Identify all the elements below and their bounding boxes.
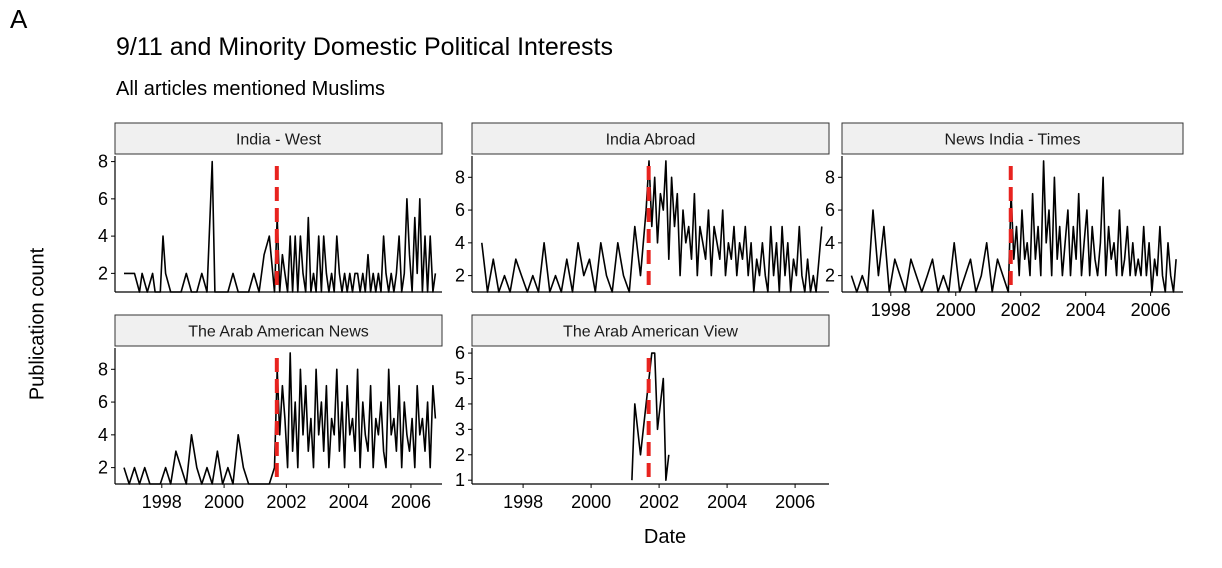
- y-tick-label: 2: [825, 266, 835, 286]
- y-tick-label: 8: [825, 167, 835, 187]
- facet-strip-label: News India - Times: [944, 132, 1080, 149]
- facet-panel: News India - Times 2 4 6 8 1998 2000 2002 2004 20…: [825, 122, 1184, 320]
- y-tick-label: 6: [455, 200, 465, 220]
- y-tick-label: 6: [98, 189, 108, 209]
- facet-strip-label: India - West: [236, 132, 322, 149]
- y-tick-label: 6: [455, 343, 465, 363]
- series-line: [850, 160, 1177, 293]
- y-tick-label: 6: [98, 392, 108, 412]
- facet-strip-label: The Arab American News: [188, 324, 369, 341]
- facet-panel: The Arab American View 1 2 3 4 5 6 1998 2000 2002…: [455, 314, 830, 512]
- y-tick-label: 2: [455, 266, 465, 286]
- x-tick-label: 2004: [707, 492, 747, 512]
- series-line: [123, 352, 437, 485]
- y-tick-label: 3: [455, 419, 465, 439]
- series-line: [481, 160, 823, 293]
- x-tick-label: 2002: [266, 492, 306, 512]
- facet-strip: [114, 314, 443, 347]
- y-tick-label: 4: [98, 425, 108, 445]
- y-tick-label: 8: [455, 167, 465, 187]
- y-tick-label: 2: [98, 458, 108, 478]
- x-tick-label: 1998: [503, 492, 543, 512]
- facet-panel: The Arab American News 2 4 6 8 1998 2000 2002 20…: [98, 314, 443, 512]
- facet-strip: [114, 122, 443, 155]
- facet-panel: India - West 2 4 6 8: [98, 122, 443, 293]
- x-tick-label: 1998: [871, 300, 911, 320]
- y-tick-label: 4: [455, 394, 465, 414]
- y-tick-label: 2: [98, 263, 108, 283]
- x-tick-label: 2006: [775, 492, 815, 512]
- panel-label: A: [10, 4, 28, 34]
- y-tick-label: 8: [98, 152, 108, 172]
- y-tick-label: 5: [455, 369, 465, 389]
- facet-strip: [471, 314, 830, 347]
- chart-subtitle: All articles mentioned Muslims: [116, 78, 385, 100]
- series-line: [124, 160, 437, 293]
- facet-strip-label: The Arab American View: [563, 324, 738, 341]
- facet-strip: [841, 122, 1184, 155]
- y-tick-label: 1: [455, 470, 465, 490]
- x-tick-label: 2000: [204, 492, 244, 512]
- chart-title: 9/11 and Minority Domestic Political Int…: [116, 33, 613, 61]
- y-tick-label: 8: [98, 359, 108, 379]
- y-tick-label: 6: [825, 200, 835, 220]
- x-tick-label: 2004: [1066, 300, 1106, 320]
- facet-strip-label: India Abroad: [606, 132, 696, 149]
- y-tick-label: 2: [455, 445, 465, 465]
- y-tick-label: 4: [98, 226, 108, 246]
- y-tick-label: 4: [455, 233, 465, 253]
- x-tick-label: 1998: [142, 492, 182, 512]
- x-tick-label: 2006: [391, 492, 431, 512]
- x-tick-label: 2000: [571, 492, 611, 512]
- facet-strip: [471, 122, 830, 155]
- x-tick-label: 2000: [936, 300, 976, 320]
- x-tick-label: 2006: [1131, 300, 1171, 320]
- x-tick-label: 2004: [329, 492, 369, 512]
- x-tick-label: 2002: [639, 492, 679, 512]
- series-line: [631, 352, 670, 482]
- facet-panel: India Abroad 2 4 6 8: [455, 122, 830, 293]
- y-tick-label: 4: [825, 233, 835, 253]
- x-axis-label: Date: [643, 526, 687, 548]
- x-tick-label: 2002: [1001, 300, 1041, 320]
